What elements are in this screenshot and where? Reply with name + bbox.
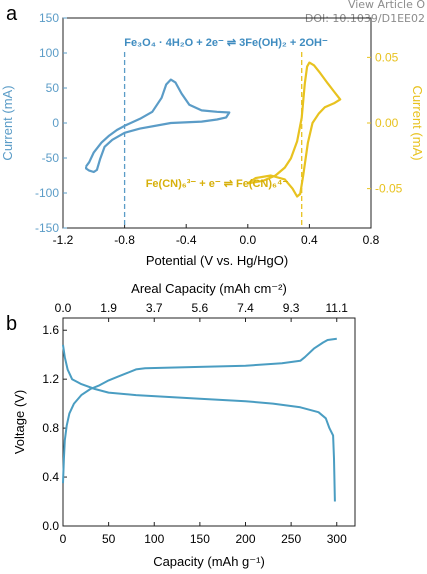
y-tick-label-left-a: 100 [39,46,59,60]
x-tick-label-b: 0 [60,532,67,546]
x-tick-label-a: 0.8 [363,233,380,247]
x-top-tick-label-b: 9.3 [283,301,300,315]
cv-curve-fe [85,78,231,174]
y-tick-label-b: 0.8 [42,421,59,435]
y-tick-label-left-a: -100 [35,186,59,200]
x-axis-label-a: Potential (V vs. Hg/HgO) [146,253,288,268]
x-tick-label-b: 150 [190,532,210,546]
y-axis-label-b: Voltage (V) [12,390,27,454]
plot-frame-b [62,317,356,527]
y-tick-label-b: 1.2 [42,372,59,386]
x-tick-label-a: 0.4 [301,233,318,247]
x-top-tick-label-b: 3.7 [146,301,163,315]
discharge-curve [62,344,336,502]
axis-ticks-b: 0 50 100 150 200 250 300 0.0 1.9 3.7 5.6 7.4 9.3 11.1… [42,301,348,546]
x-top-tick-label-b: 5.6 [192,301,209,315]
x-tick-label-a: -0.4 [176,233,197,247]
charge-curve [62,337,337,484]
watermark-line-1: View Article O [347,0,425,11]
plot-area-a [85,52,342,228]
panel-b: b 0 50 100 150 200 250 300 0.0 1.9 3.7 5.6 7.4 9.3 11… [6,281,356,569]
y-tick-label-b: 0.0 [42,519,59,533]
plot-area-b [62,337,337,502]
x-tick-label-b: 50 [102,532,116,546]
cv-curve-fecn [247,61,342,198]
x-top-tick-label-b: 7.4 [237,301,254,315]
x-tick-label-a: -1.2 [53,233,74,247]
y-tick-label-left-a: 50 [46,81,60,95]
y-tick-label-b: 1.6 [42,323,59,337]
x-top-tick-label-b: 0.0 [55,301,72,315]
y-tick-label-left-a: 150 [39,11,59,25]
x-tick-label-b: 300 [327,532,347,546]
panel-label-a: a [6,3,18,25]
panel-label-b: b [6,313,17,335]
y-tick-label-right-a: 0.05 [375,50,399,64]
x-tick-label-a: -0.8 [114,233,135,247]
x-tick-label-b: 100 [144,532,164,546]
axis-ticks-a: -1.2 -0.8 -0.4 0.0 0.4 0.8 -150 -100 -50 0 50 100 15… [35,11,403,247]
y-tick-label-left-a: -150 [35,221,59,235]
equation-fe: Fe₃O₄ · 4H₂O + 2e⁻ ⇌ 3Fe(OH)₂ + 2OH⁻ [124,37,328,49]
y-tick-label-b: 0.4 [42,470,59,484]
x-axis-top-label-b: Areal Capacity (mAh cm⁻²) [131,281,287,296]
x-tick-label-a: 0.0 [239,233,256,247]
x-top-tick-label-b: 1.9 [100,301,117,315]
equation-fecn: Fe(CN)₆³⁻ + e⁻ ⇌ Fe(CN)₆⁴⁻ [146,178,289,190]
x-tick-label-b: 200 [235,532,255,546]
y-axis-label-left-a: Current (mA) [0,85,15,160]
y-tick-label-right-a: 0.00 [375,116,399,130]
x-axis-label-b: Capacity (mAh g⁻¹) [153,554,265,569]
panel-a: a -1.2 -0.8 -0.4 0.0 0.4 0.8 -150 -100 -50 0 50 100… [0,3,425,268]
x-top-tick-label-b: 11.1 [326,301,349,315]
plot-frame-a [62,17,372,229]
y-tick-label-right-a: -0.05 [375,182,403,196]
y-tick-label-left-a: 0 [52,116,59,130]
y-axis-label-right-a: Current (mA) [410,85,425,160]
y-tick-label-left-a: -50 [42,151,60,165]
x-tick-label-b: 250 [281,532,301,546]
